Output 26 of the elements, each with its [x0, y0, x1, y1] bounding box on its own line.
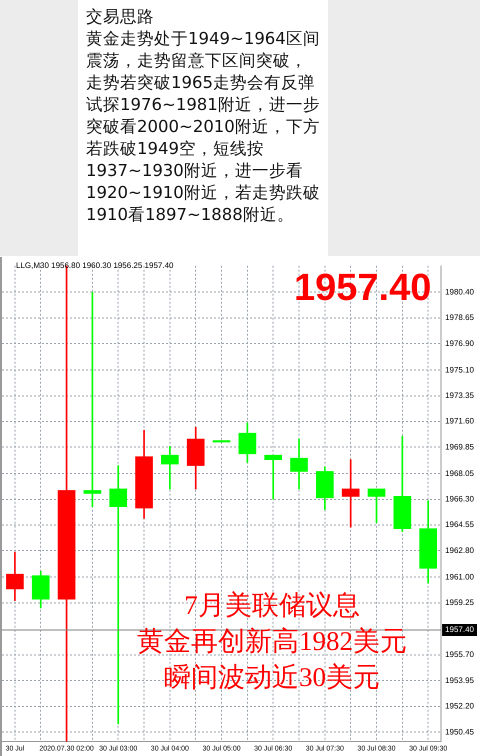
- annotation: LLG,M30 1956.80 1960.30 1956.25 1957.40: [16, 261, 174, 270]
- y-tick-label: 1978.65: [445, 313, 475, 322]
- annotation: 瞬间波动近30美元: [163, 661, 381, 694]
- y-tick-label: 1961.00: [445, 572, 475, 582]
- y-tick-label: 1959.25: [445, 598, 475, 608]
- y-tick-label: 1976.90: [445, 338, 475, 348]
- chart-title: 交易思路: [86, 6, 155, 28]
- y-tick-label: 1955.70: [445, 650, 475, 660]
- candlestick: [368, 488, 386, 524]
- y-tick-label: 1962.80: [445, 546, 475, 555]
- y-tick-label: 1966.30: [445, 494, 475, 504]
- y-tick-label: 1950.45: [445, 727, 475, 736]
- y-tick-label: 1952.20: [445, 702, 475, 711]
- annotation: 1957.40: [294, 267, 432, 310]
- y-tick-label: 1953.95: [445, 676, 475, 685]
- y-tick-label: 1969.85: [445, 442, 475, 452]
- y-tick-label: 1968.05: [445, 468, 475, 478]
- y-tick-label: 1975.10: [445, 365, 475, 374]
- ref-line-label: 1957.40: [445, 625, 475, 634]
- y-tick-label: 1973.35: [445, 390, 475, 400]
- y-tick-label: 1964.55: [445, 520, 475, 530]
- y-tick-label: 1971.60: [445, 416, 475, 426]
- annotation: 7月美联储议息: [183, 589, 361, 622]
- annotation: 黄金再创新高1982美元: [137, 626, 407, 656]
- y-tick-label: 1980.40: [445, 287, 475, 296]
- text: 黄金走势处于1949~1964区间震荡，走势留意下区间突破，走势若突破1965走势会有反弹试探1976~1981附近，进一步突破看2000~2010附近，下方若跌破1949空，短线按1937~1930附近，进一步看1920~1910附近，若走势跌破1910看1897~1888附近。: [86, 29, 320, 224]
